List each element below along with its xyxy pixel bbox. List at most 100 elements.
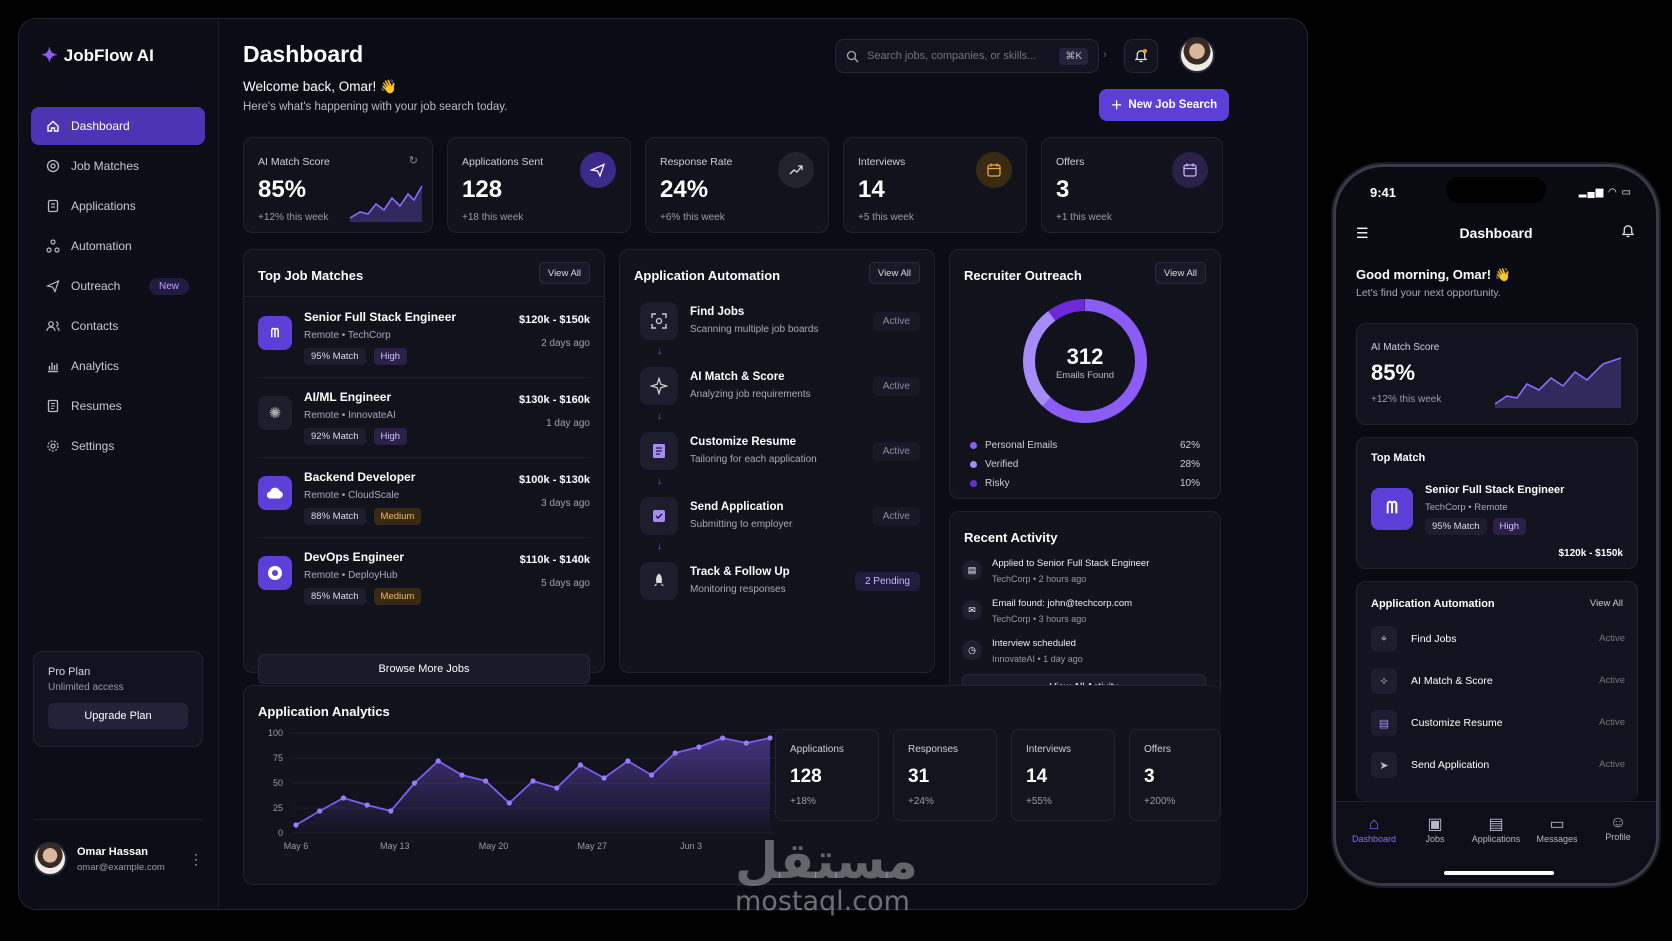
step-description: Scanning multiple job boards <box>690 324 819 335</box>
kpi-card-offers[interactable]: Offers 3 +1 this week <box>1041 137 1223 233</box>
automation-step[interactable]: ➤ Send Application Active <box>1371 750 1625 780</box>
tab-label: Dashboard <box>1351 834 1397 844</box>
job-meta: Remote • DeployHub <box>304 570 398 581</box>
watermark-arabic: مستقل <box>735 832 918 890</box>
view-all-button[interactable]: View All <box>868 262 920 284</box>
kpi-value: 24% <box>660 176 709 203</box>
job-item[interactable]: DevOps Engineer Remote • DeployHub 85% M… <box>258 538 590 618</box>
automation-step[interactable]: Track & Follow Up Monitoring responses 2… <box>640 562 920 606</box>
sidebar-item-dashboard[interactable]: Dashboard <box>31 107 205 145</box>
match-badge: 95% Match <box>1425 518 1487 535</box>
app-logo[interactable]: ✦ JobFlow AI <box>41 43 154 68</box>
browse-more-jobs-button[interactable]: Browse More Jobs <box>258 654 590 684</box>
step-description: Tailoring for each application <box>690 454 817 465</box>
upgrade-plan-button[interactable]: Upgrade Plan <box>48 703 188 729</box>
mobile-score-card[interactable]: AI Match Score 85% +12% this week <box>1356 323 1638 425</box>
sidebar-item-job-matches[interactable]: Job Matches <box>31 147 205 185</box>
ai-sparkle-icon: ✧ <box>1371 668 1397 694</box>
notifications-button[interactable] <box>1124 39 1158 73</box>
kpi-card-response-rate[interactable]: Response Rate 24% +6% this week <box>645 137 829 233</box>
kpi-label: Response Rate <box>660 156 733 168</box>
sidebar-item-applications[interactable]: Applications <box>31 187 205 225</box>
sidebar-item-resumes[interactable]: Resumes <box>31 387 205 425</box>
data-point <box>672 750 678 756</box>
job-item[interactable]: ✺ AI/ML Engineer Remote • InnovateAI 92%… <box>258 378 590 458</box>
score-label: AI Match Score <box>1371 342 1440 353</box>
kpi-card-ai-match-score[interactable]: AI Match Score 85% +12% this week ↻ <box>243 137 433 233</box>
automation-step[interactable]: Find Jobs Scanning multiple job boards A… <box>640 302 920 357</box>
kpi-card-applications-sent[interactable]: Applications Sent 128 +18 this week <box>447 137 631 233</box>
automation-step[interactable]: AI Match & Score Analyzing job requireme… <box>640 367 920 422</box>
shortcut-hint: ⌘K <box>1059 47 1088 65</box>
search-icon <box>846 50 859 62</box>
mobile-subtitle: Let's find your next opportunity. <box>1356 287 1501 299</box>
match-badge: 92% Match <box>304 428 366 445</box>
top-match-title: Top Match <box>1371 452 1426 464</box>
chevron-right-icon: › <box>1103 49 1107 61</box>
view-all-button[interactable]: View All <box>1154 262 1206 284</box>
job-item[interactable]: Backend Developer Remote • CloudScale 88… <box>258 458 590 538</box>
step-title: Send Application <box>690 501 784 513</box>
job-salary: $130k - $160k <box>519 394 590 406</box>
sidebar-item-contacts[interactable]: Contacts <box>31 307 205 345</box>
stat-change: +200% <box>1144 796 1176 807</box>
new-job-search-button[interactable]: ＋ New Job Search <box>1099 89 1229 121</box>
automation-step[interactable]: ⌖ Find Jobs Active <box>1371 624 1625 654</box>
bell-icon[interactable] <box>1620 223 1636 244</box>
search-input[interactable] <box>867 50 1052 62</box>
automation-step[interactable]: ✧ AI Match & Score Active <box>1371 666 1625 696</box>
arrow-down-icon: ↓ <box>657 541 662 552</box>
job-item[interactable]: ᗰ Senior Full Stack Engineer Remote • Te… <box>258 298 590 378</box>
step-description: Analyzing job requirements <box>690 389 811 400</box>
tab-profile[interactable]: ☺ Profile <box>1588 814 1648 842</box>
legend-percent: 28% <box>1179 459 1200 470</box>
automation-step[interactable]: ▤ Customize Resume Active <box>1371 708 1625 738</box>
user-email: omar@example.com <box>77 861 165 873</box>
sidebar-item-outreach[interactable]: Outreach New <box>31 267 205 305</box>
sidebar-item-settings[interactable]: Settings <box>31 427 205 465</box>
kpi-change: +1 this week <box>1056 212 1112 223</box>
job-meta: Remote • TechCorp <box>304 330 391 341</box>
sidebar-item-automation[interactable]: Automation <box>31 227 205 265</box>
tab-dashboard[interactable]: ⌂ Dashboard <box>1344 814 1404 844</box>
kpi-label: Applications Sent <box>462 156 544 168</box>
section-title: Top Job Matches <box>258 268 364 283</box>
activity-text: Interview scheduled <box>992 638 1076 649</box>
stat-card-interviews: Interviews 14 +55% <box>1011 729 1115 821</box>
data-point <box>317 808 323 814</box>
step-description: Submitting to employer <box>690 519 793 530</box>
stat-value: 128 <box>790 766 822 787</box>
message-icon: ▭ <box>1549 816 1565 833</box>
job-age: 5 days ago <box>541 578 590 589</box>
home-icon: ⌂ <box>1368 814 1380 833</box>
tab-messages[interactable]: ▭ Messages <box>1527 814 1587 844</box>
stat-value: 14 <box>1026 766 1048 787</box>
sidebar-item-label: Contacts <box>71 319 119 333</box>
avatar[interactable] <box>1179 37 1215 73</box>
deployhub-logo-icon <box>258 556 292 590</box>
stat-label: Responses <box>908 744 959 755</box>
job-title: Backend Developer <box>304 470 416 484</box>
mobile-top-match-card[interactable]: Top Match ᗰ Senior Full Stack Engineer T… <box>1356 437 1638 569</box>
automation-step[interactable]: Send Application Submitting to employer … <box>640 497 920 552</box>
send-application-icon <box>640 497 678 535</box>
more-vertical-icon[interactable]: ⋮ <box>189 850 203 867</box>
hamburger-menu-icon[interactable]: ☰ <box>1356 225 1369 241</box>
legend-dot <box>970 480 977 487</box>
recent-activity-card: Recent Activity ▤ Applied to Senior Full … <box>949 511 1221 711</box>
tab-jobs[interactable]: ▣ Jobs <box>1405 814 1465 844</box>
view-all-button[interactable]: View All <box>538 262 590 284</box>
divider <box>258 537 590 538</box>
view-all-button[interactable]: View All <box>1589 598 1623 609</box>
tab-applications[interactable]: ▤ Applications <box>1466 814 1526 844</box>
legend-label: Verified <box>985 459 1019 470</box>
sidebar-item-analytics[interactable]: Analytics <box>31 347 205 385</box>
data-point <box>388 808 394 814</box>
kpi-card-interviews[interactable]: Interviews 14 +5 this week <box>843 137 1027 233</box>
job-salary: $100k - $130k <box>519 474 590 486</box>
sparkle-logo-icon: ✦ <box>41 45 58 67</box>
data-point <box>435 758 441 764</box>
search-bar[interactable]: ⌘K <box>835 39 1099 73</box>
automation-step[interactable]: Customize Resume Tailoring for each appl… <box>640 432 920 487</box>
user-profile[interactable]: Omar Hassan omar@example.com ⋮ <box>33 819 203 876</box>
